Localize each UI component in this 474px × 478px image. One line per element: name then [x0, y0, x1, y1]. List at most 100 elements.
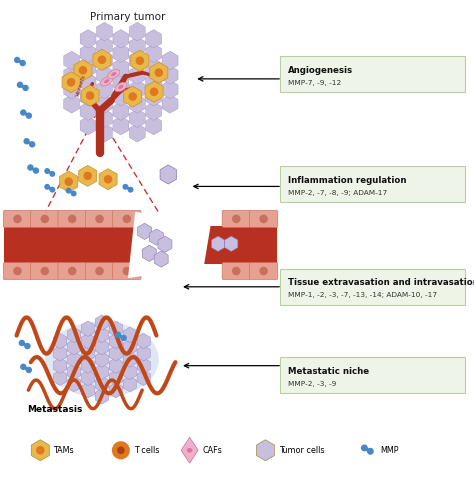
- Circle shape: [41, 215, 49, 223]
- Polygon shape: [64, 65, 80, 84]
- Circle shape: [20, 364, 27, 370]
- Polygon shape: [109, 382, 122, 398]
- Polygon shape: [31, 440, 49, 461]
- Ellipse shape: [108, 69, 120, 79]
- Polygon shape: [93, 49, 111, 70]
- Polygon shape: [113, 58, 129, 77]
- Polygon shape: [123, 339, 137, 355]
- Polygon shape: [154, 251, 168, 267]
- Polygon shape: [82, 346, 95, 361]
- Polygon shape: [225, 236, 238, 251]
- Circle shape: [79, 66, 87, 75]
- Polygon shape: [109, 370, 122, 386]
- Circle shape: [95, 215, 104, 223]
- Polygon shape: [113, 44, 129, 63]
- Circle shape: [18, 60, 21, 63]
- Circle shape: [24, 343, 31, 349]
- Circle shape: [23, 138, 30, 144]
- FancyBboxPatch shape: [249, 210, 278, 228]
- Polygon shape: [97, 65, 112, 84]
- Text: MMP: MMP: [381, 446, 399, 455]
- Polygon shape: [113, 30, 129, 48]
- Polygon shape: [82, 370, 95, 386]
- FancyBboxPatch shape: [85, 262, 114, 280]
- Circle shape: [21, 85, 24, 88]
- Polygon shape: [64, 51, 80, 70]
- Circle shape: [104, 175, 112, 184]
- Polygon shape: [129, 51, 145, 70]
- Polygon shape: [129, 80, 145, 99]
- Polygon shape: [95, 315, 109, 330]
- Polygon shape: [146, 30, 162, 48]
- Circle shape: [123, 267, 131, 275]
- Circle shape: [119, 335, 122, 338]
- Polygon shape: [123, 352, 137, 367]
- Circle shape: [67, 78, 75, 87]
- Circle shape: [14, 57, 20, 63]
- Polygon shape: [95, 327, 109, 343]
- Circle shape: [259, 215, 268, 223]
- Polygon shape: [80, 58, 96, 77]
- Polygon shape: [131, 50, 149, 71]
- Polygon shape: [95, 364, 109, 380]
- Polygon shape: [80, 73, 96, 91]
- Polygon shape: [146, 44, 162, 63]
- Polygon shape: [95, 339, 109, 355]
- Circle shape: [366, 448, 369, 451]
- Circle shape: [49, 171, 55, 177]
- Polygon shape: [162, 80, 178, 99]
- FancyBboxPatch shape: [3, 210, 32, 228]
- Polygon shape: [146, 73, 162, 91]
- Polygon shape: [181, 437, 198, 463]
- Polygon shape: [162, 65, 178, 84]
- FancyBboxPatch shape: [58, 210, 86, 228]
- Polygon shape: [95, 352, 109, 367]
- Polygon shape: [80, 30, 96, 48]
- FancyBboxPatch shape: [58, 262, 86, 280]
- Polygon shape: [146, 87, 162, 106]
- Circle shape: [36, 446, 45, 455]
- Ellipse shape: [111, 72, 116, 76]
- Polygon shape: [97, 37, 112, 55]
- Polygon shape: [95, 389, 109, 404]
- Ellipse shape: [115, 82, 127, 92]
- Ellipse shape: [118, 85, 123, 89]
- FancyBboxPatch shape: [31, 262, 59, 280]
- Circle shape: [25, 367, 27, 370]
- FancyBboxPatch shape: [3, 262, 32, 280]
- Polygon shape: [54, 346, 67, 361]
- Circle shape: [26, 367, 32, 373]
- Polygon shape: [81, 85, 99, 106]
- Circle shape: [259, 267, 268, 275]
- FancyBboxPatch shape: [249, 262, 278, 280]
- Polygon shape: [67, 352, 81, 367]
- Circle shape: [122, 184, 128, 190]
- Circle shape: [128, 187, 134, 193]
- Circle shape: [22, 85, 29, 91]
- Polygon shape: [160, 165, 176, 184]
- Circle shape: [64, 177, 73, 186]
- Circle shape: [68, 267, 76, 275]
- Circle shape: [17, 82, 23, 88]
- Polygon shape: [64, 95, 80, 113]
- Circle shape: [128, 92, 137, 101]
- Text: Tumor cells: Tumor cells: [279, 446, 324, 455]
- Polygon shape: [129, 109, 145, 128]
- Circle shape: [127, 187, 129, 190]
- Polygon shape: [109, 346, 122, 361]
- Polygon shape: [129, 22, 145, 41]
- Text: CAFs: CAFs: [203, 446, 223, 455]
- Circle shape: [27, 164, 34, 171]
- Polygon shape: [67, 339, 81, 355]
- Text: Primary tumor: Primary tumor: [90, 12, 166, 22]
- Circle shape: [29, 141, 36, 148]
- Polygon shape: [123, 364, 137, 380]
- Circle shape: [32, 167, 35, 171]
- Circle shape: [120, 335, 127, 341]
- Polygon shape: [129, 123, 145, 142]
- Text: Tissue extravasation and intravasation: Tissue extravasation and intravasation: [288, 279, 474, 287]
- Polygon shape: [97, 22, 112, 41]
- FancyBboxPatch shape: [280, 269, 465, 305]
- Polygon shape: [109, 321, 122, 337]
- Polygon shape: [149, 229, 164, 245]
